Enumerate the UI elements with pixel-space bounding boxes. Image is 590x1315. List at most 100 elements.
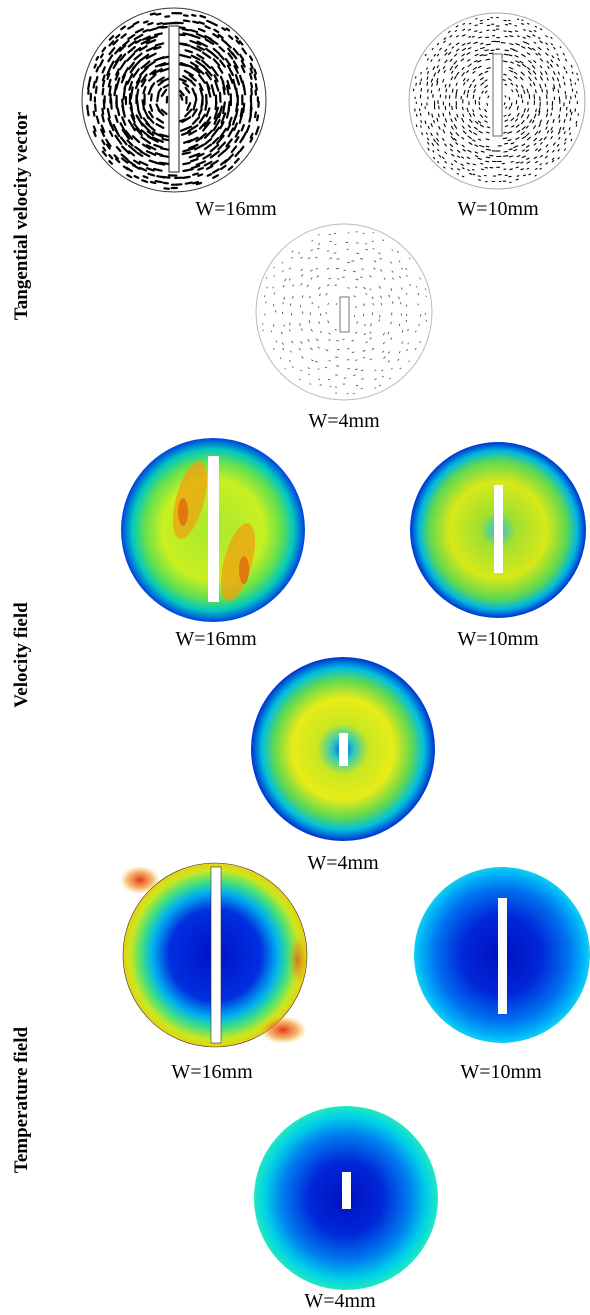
velocity-vector-arrow bbox=[533, 41, 537, 44]
velocity-vector-arrow bbox=[232, 60, 239, 69]
velocity-vector-arrow bbox=[471, 35, 475, 38]
velocity-vector-arrow bbox=[571, 71, 574, 75]
velocity-vector-arrow bbox=[438, 125, 441, 130]
velocity-vector-arrow bbox=[526, 52, 531, 56]
velocity-vector-arrow bbox=[450, 76, 454, 81]
velocity-vector-arrow bbox=[105, 143, 111, 150]
velocity-vector-arrow bbox=[181, 175, 191, 179]
velocity-vector-arrow bbox=[478, 130, 483, 134]
velocity-vector-arrow bbox=[153, 32, 163, 37]
velocity-vector-arrow bbox=[112, 39, 119, 46]
velocity-vector-arrow bbox=[210, 126, 221, 138]
velocity-vector-arrow bbox=[551, 157, 555, 161]
velocity-hotspot bbox=[239, 556, 249, 584]
velocity-vector-arrow bbox=[226, 123, 232, 132]
velocity-vector-arrow bbox=[125, 52, 136, 62]
velocity-vector-arrow bbox=[99, 53, 104, 59]
velocity-vector-arrow bbox=[408, 360, 410, 362]
velocity-vector-arrow bbox=[92, 110, 96, 117]
velocity-vector-arrow bbox=[162, 22, 173, 25]
velocity-vector-arrow bbox=[544, 70, 548, 75]
velocity-vector-arrow bbox=[318, 321, 320, 324]
velocity-vector-arrow bbox=[433, 53, 436, 57]
velocity-vector-arrow bbox=[228, 34, 234, 40]
velocity-vector-arrow bbox=[127, 40, 137, 48]
velocity-vector-arrow bbox=[525, 125, 529, 129]
velocity-vector-arrow bbox=[363, 286, 366, 290]
velocity-vector-arrow bbox=[522, 174, 526, 177]
velocity-vector-arrow bbox=[401, 287, 403, 290]
velocity-vector-arrow bbox=[108, 35, 115, 41]
velocity-vector-arrow bbox=[504, 125, 509, 128]
velocity-vector-arrow bbox=[531, 47, 536, 51]
velocity-vector-arrow bbox=[240, 64, 246, 74]
velocity-vector-arrow bbox=[454, 117, 457, 122]
velocity-vector-arrow bbox=[563, 81, 566, 86]
velocity-vector-arrow bbox=[570, 111, 573, 116]
velocity-vector-arrow bbox=[308, 373, 310, 376]
velocity-vector-arrow bbox=[523, 29, 526, 31]
velocity-vector-arrow bbox=[159, 67, 170, 73]
velocity-vector-arrow bbox=[184, 49, 193, 54]
velocity-vector-arrow bbox=[178, 89, 185, 97]
velocity-vector-arrow bbox=[455, 93, 457, 99]
velocity-vector-arrow bbox=[197, 166, 204, 171]
velocity-vector-arrow bbox=[159, 55, 172, 60]
velocity-vector-arrow bbox=[311, 359, 314, 362]
velocity-vector-arrow bbox=[504, 95, 507, 98]
velocity-vector-arrow bbox=[537, 148, 542, 152]
velocity-vector-arrow bbox=[327, 302, 329, 306]
caption-velocity-w16: W=16mm bbox=[175, 628, 257, 650]
velocity-vector-arrow bbox=[328, 277, 332, 280]
velocity-vector-arrow bbox=[120, 153, 129, 161]
velocity-vector-arrow bbox=[432, 156, 436, 160]
velocity-vector-arrow bbox=[369, 337, 372, 340]
velocity-vector-arrow bbox=[189, 158, 199, 163]
velocity-vector-arrow bbox=[125, 166, 133, 173]
velocity-vector-arrow bbox=[478, 107, 481, 111]
velocity-vector-arrow bbox=[549, 63, 553, 68]
velocity-vector-arrow bbox=[427, 141, 430, 145]
velocity-vector-arrow bbox=[232, 114, 237, 126]
velocity-vector-arrow bbox=[406, 275, 408, 277]
velocity-vector-arrow bbox=[471, 169, 475, 171]
velocity-vector-arrow bbox=[140, 38, 151, 45]
velocity-vector-arrow bbox=[460, 58, 465, 62]
velocity-vector-arrow bbox=[122, 39, 130, 47]
velocity-vector-arrow bbox=[211, 137, 220, 145]
velocity-vector-arrow bbox=[115, 100, 118, 109]
velocity-vector-arrow bbox=[198, 108, 203, 117]
velocity-vector-arrow bbox=[442, 129, 446, 134]
velocity-vector-arrow bbox=[124, 130, 134, 140]
velocity-vector-arrow bbox=[521, 135, 527, 140]
velocity-vector-arrow bbox=[127, 119, 136, 132]
velocity-vector-arrow bbox=[380, 269, 383, 272]
velocity-vector-arrow bbox=[196, 152, 205, 158]
velocity-vector-arrow bbox=[98, 59, 104, 68]
velocity-vector-arrow bbox=[231, 52, 238, 60]
velocity-vector-arrow bbox=[120, 157, 129, 164]
velocity-vector-arrow bbox=[409, 283, 411, 286]
velocity-vector-arrow bbox=[114, 128, 121, 137]
velocity-vector-arrow bbox=[310, 277, 313, 280]
velocity-vector-arrow bbox=[115, 146, 122, 153]
velocity-vector-arrow bbox=[371, 347, 375, 350]
velocity-vector-arrow bbox=[472, 66, 478, 70]
velocity-vector-arrow bbox=[228, 116, 233, 125]
velocity-vector-arrow bbox=[457, 168, 460, 171]
velocity-vector-arrow bbox=[442, 137, 445, 141]
velocity-vector-arrow bbox=[204, 100, 208, 111]
velocity-vector-arrow bbox=[335, 303, 338, 305]
velocity-vector-arrow bbox=[545, 126, 548, 130]
velocity-vector-arrow bbox=[397, 358, 400, 361]
velocity-vector-arrow bbox=[453, 124, 458, 129]
velocity-vector-arrow bbox=[373, 260, 377, 263]
velocity-vector-arrow bbox=[503, 131, 507, 134]
velocity-vector-arrow bbox=[427, 125, 430, 130]
velocity-vector-arrow bbox=[221, 27, 227, 32]
velocity-vector-arrow bbox=[141, 179, 149, 184]
velocity-vector-arrow bbox=[456, 172, 460, 175]
velocity-vector-arrow bbox=[319, 331, 322, 333]
velocity-vector-arrow bbox=[455, 142, 459, 145]
velocity-vector-arrow bbox=[551, 160, 555, 163]
